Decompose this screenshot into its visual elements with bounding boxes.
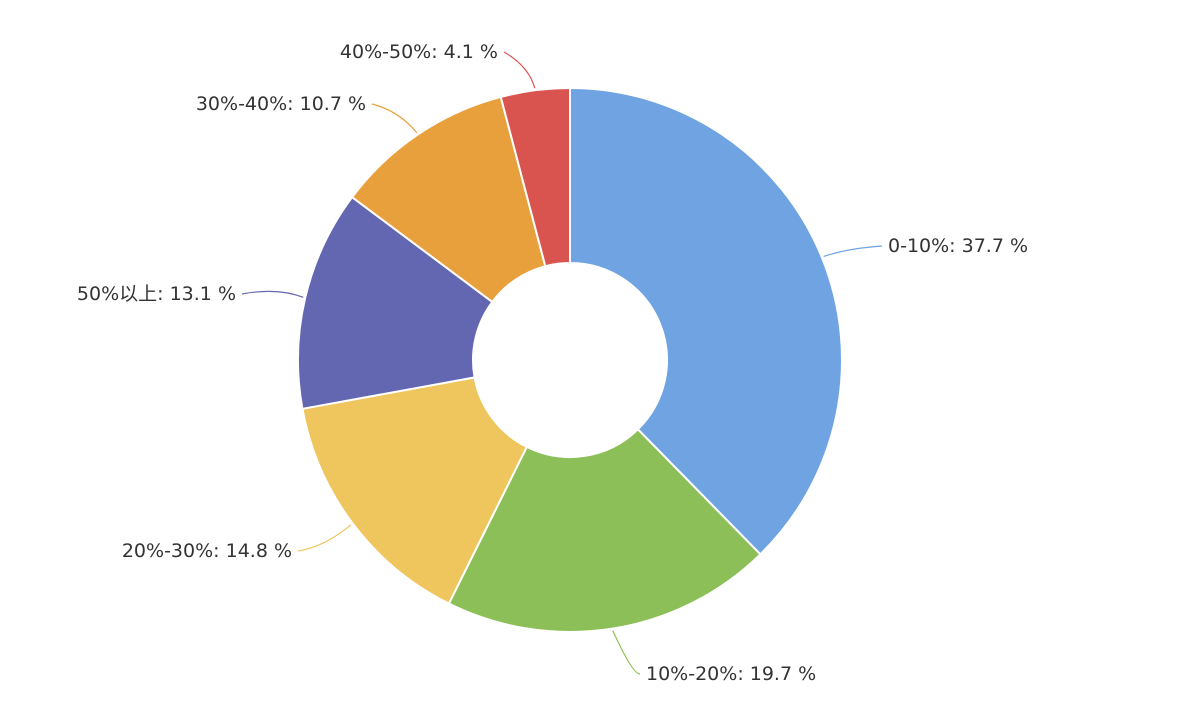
slice-label-40pct-50pct: 40%-50%: 4.1 % (340, 41, 498, 63)
leader-line-20pct-30pct (297, 524, 352, 552)
leader-lines-layer (241, 51, 883, 675)
leader-line-40pct-50pct (503, 51, 536, 89)
donut-slice-0-10pct (569, 87, 843, 556)
slice-label-20pct-30pct: 20%-30%: 14.8 % (122, 540, 292, 562)
leader-line-30pct-40pct (371, 103, 418, 134)
donut-slice-50pctplus (297, 196, 494, 410)
slice-label-50pctplus: 50%以上: 13.1 % (77, 283, 236, 305)
donut-slice-20pct-30pct (301, 376, 528, 605)
slice-label-10pct-20pct: 10%-20%: 19.7 % (646, 663, 816, 685)
slice-label-30pct-40pct: 30%-40%: 10.7 % (196, 93, 366, 115)
donut-slice-30pct-40pct (351, 95, 547, 303)
slice-label-0-10pct: 0-10%: 37.7 % (888, 235, 1028, 257)
slices-layer (297, 87, 843, 633)
donut-slice-10pct-20pct (447, 428, 762, 633)
donut-slice-40pct-50pct (499, 87, 571, 268)
labels-layer: 0-10%: 37.7 % 10%-20%: 19.7 % 20%-30%: 14.… (77, 41, 1028, 685)
leader-line-50pctplus (241, 290, 304, 298)
leader-line-0-10pct (823, 245, 883, 258)
leader-line-10pct-20pct (612, 630, 641, 675)
